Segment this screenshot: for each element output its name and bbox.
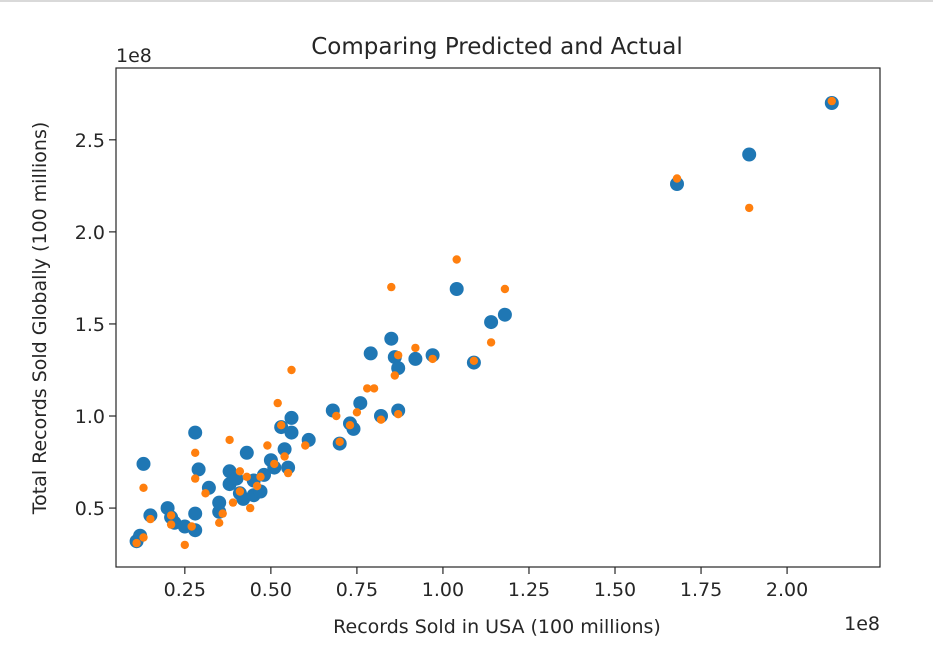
predicted-point-48	[827, 96, 836, 106]
predicted-point-24	[277, 421, 286, 430]
scatter-points	[129, 96, 839, 550]
predicted-point-23	[273, 398, 282, 408]
x-tick-label: 1.25	[508, 579, 550, 601]
actual-point-20	[239, 445, 254, 460]
actual-point-44	[408, 351, 423, 366]
predicted-point-5	[166, 520, 176, 529]
predicted-point-8	[191, 474, 200, 483]
y-axis-ticks: 0.5 1.0 1.5 2.0 2.5	[75, 130, 116, 520]
predicted-point-20	[256, 472, 265, 481]
top-divider	[0, 0, 933, 2]
predicted-point-37	[390, 371, 399, 380]
predicted-point-0	[132, 538, 141, 548]
predicted-point-41	[428, 354, 437, 364]
predicted-point-44	[486, 338, 496, 347]
predicted-point-47	[745, 203, 754, 213]
predicted-point-1	[139, 533, 148, 542]
predicted-point-43	[469, 356, 479, 365]
x-tick-label: 0.75	[336, 579, 378, 601]
predicted-point-45	[500, 284, 510, 294]
predicted-point-13	[225, 435, 234, 445]
predicted-point-9	[191, 448, 200, 457]
actual-point-9	[188, 506, 203, 521]
predicted-point-2	[139, 483, 148, 492]
chart-title: Comparing Predicted and Actual	[311, 34, 682, 60]
y-tick-label: 1.5	[75, 314, 105, 336]
actual-point-46	[449, 282, 464, 296]
predicted-point-22	[270, 459, 279, 469]
actual-point-11	[191, 462, 206, 477]
plot-frame	[115, 67, 881, 568]
actual-point-37	[353, 396, 368, 411]
y-tick-label: 0.5	[75, 498, 105, 520]
y-axis-offset-label: 1e8	[116, 45, 152, 67]
actual-point-31	[284, 410, 299, 425]
predicted-point-29	[332, 411, 341, 421]
predicted-point-30	[335, 437, 344, 446]
predicted-point-31	[345, 421, 355, 430]
predicted-point-35	[376, 415, 386, 424]
predicted-point-14	[228, 498, 238, 507]
actual-point-10	[188, 425, 203, 440]
actual-point-38	[363, 346, 378, 361]
predicted-point-38	[394, 351, 403, 360]
predicted-point-25	[280, 452, 289, 461]
actual-point-49	[497, 307, 512, 322]
predicted-point-34	[369, 384, 379, 393]
predicted-point-19	[252, 481, 262, 491]
predicted-point-28	[301, 441, 310, 450]
predicted-point-39	[394, 410, 403, 419]
predicted-point-11	[215, 518, 224, 527]
x-tick-label: 0.25	[164, 579, 206, 601]
x-axis-label: Records Sold in USA (100 millions)	[333, 616, 661, 638]
predicted-point-3	[146, 514, 155, 524]
predicted-point-7	[187, 522, 196, 531]
actual-point-28	[277, 442, 292, 457]
predicted-point-21	[263, 441, 272, 450]
predicted-point-15	[235, 487, 245, 496]
predicted-point-27	[287, 365, 296, 375]
predicted-point-26	[283, 468, 293, 478]
predicted-point-33	[363, 384, 372, 393]
predicted-point-32	[352, 408, 362, 417]
predicted-point-6	[180, 540, 189, 550]
predicted-point-12	[218, 509, 227, 518]
actual-point-40	[384, 331, 399, 346]
predicted-point-4	[166, 511, 176, 520]
y-axis-label: Total Records Sold Globally (100 million…	[29, 122, 51, 516]
y-tick-label: 2.0	[75, 222, 105, 244]
y-tick-label: 1.0	[75, 406, 105, 428]
predicted-point-17	[242, 472, 251, 481]
predicted-point-36	[387, 282, 396, 292]
x-tick-label: 1.00	[422, 579, 464, 601]
x-axis-ticks: 0.25 0.50 0.75 1.00 1.25 1.50 1.75 2.00	[164, 567, 808, 601]
predicted-point-46	[672, 174, 682, 183]
predicted-point-40	[411, 343, 420, 353]
y-tick-label: 2.5	[75, 130, 105, 152]
x-tick-label: 1.75	[680, 579, 722, 601]
predicted-point-42	[452, 255, 461, 264]
actual-point-48	[484, 315, 499, 330]
actual-point-2	[136, 456, 151, 471]
x-tick-label: 1.50	[594, 579, 636, 601]
x-axis-offset-label: 1e8	[844, 613, 880, 635]
x-tick-label: 0.50	[250, 579, 292, 601]
actual-point-30	[284, 425, 299, 440]
predicted-point-18	[246, 503, 255, 513]
x-tick-label: 2.00	[766, 579, 808, 601]
predicted-point-10	[201, 489, 210, 498]
predicted-point-16	[235, 467, 245, 476]
actual-point-51	[742, 147, 757, 162]
